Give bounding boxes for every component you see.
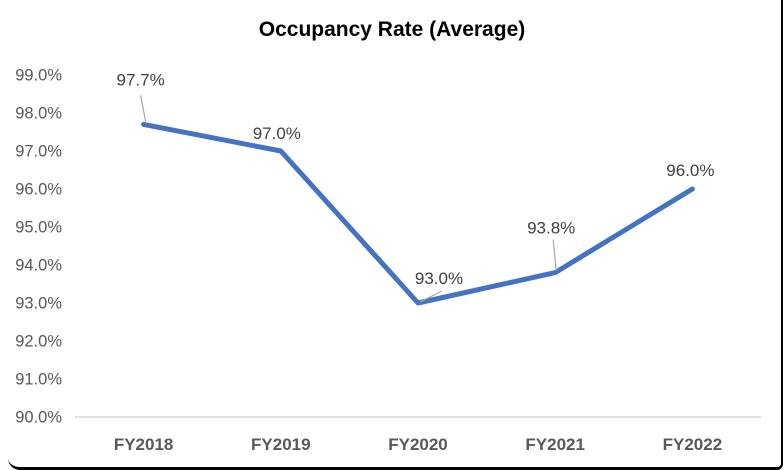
series-line	[141, 121, 695, 306]
y-axis-tick-label: 91.0%	[15, 371, 62, 389]
chart-title: Occupancy Rate (Average)	[258, 18, 526, 41]
x-axis-category-label: FY2021	[525, 435, 585, 454]
y-axis-tick-label: 94.0%	[15, 257, 62, 275]
y-axis-tick-label: 96.0%	[15, 181, 62, 199]
data-point-label: 93.0%	[415, 269, 463, 288]
data-label-leader-line	[552, 239, 557, 271]
y-axis-tick-label: 99.0%	[15, 67, 62, 85]
y-axis-tick-label: 92.0%	[15, 333, 62, 351]
data-point-label: 97.0%	[253, 124, 301, 143]
data-point-label: 93.8%	[527, 219, 575, 238]
data-label-leader-line	[419, 290, 443, 303]
data-label-leader-line	[140, 95, 147, 122]
x-axis-category-label: FY2020	[388, 435, 448, 454]
x-axis-category-label: FY2022	[663, 435, 723, 454]
y-axis-tick-label: 97.0%	[15, 143, 62, 161]
x-axis-category-label: FY2019	[251, 435, 311, 454]
data-point-label: 97.7%	[116, 70, 164, 89]
y-axis-tick-label: 98.0%	[15, 105, 62, 123]
y-axis-tick-label: 93.0%	[15, 295, 62, 313]
y-axis-tick-label: 95.0%	[15, 219, 62, 237]
y-axis-tick-label: 90.0%	[15, 409, 62, 427]
data-point-label: 96.0%	[666, 161, 714, 180]
x-axis-category-label: FY2018	[114, 435, 174, 454]
